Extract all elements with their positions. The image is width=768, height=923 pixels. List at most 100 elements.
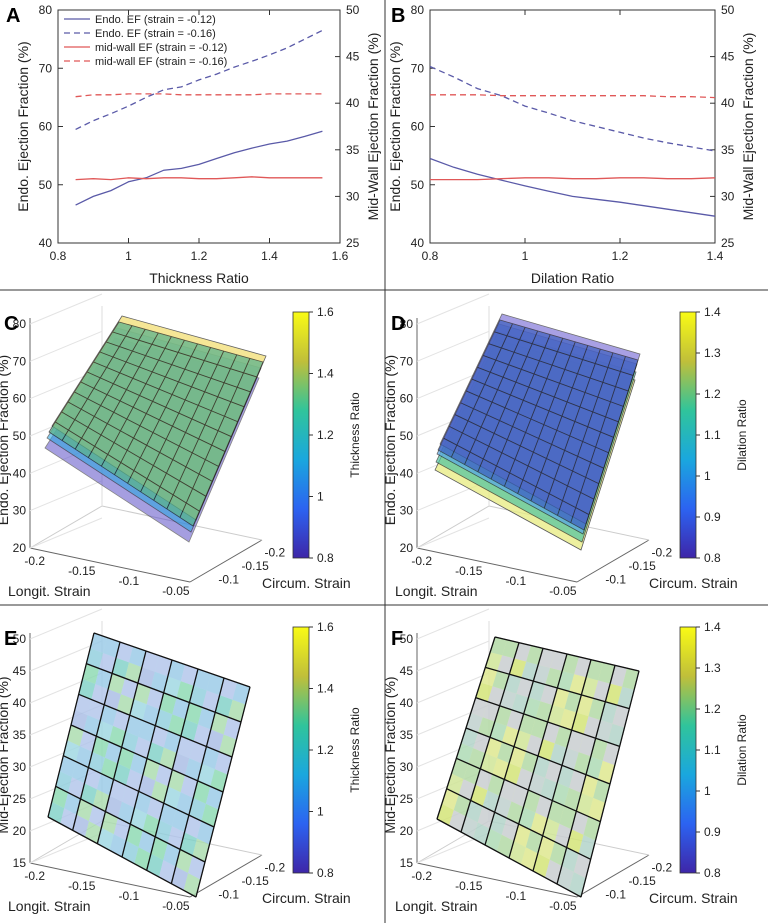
surface-patch: [552, 688, 570, 709]
surface-patch: [223, 717, 241, 740]
surface-patch: [499, 779, 517, 802]
surface-patch: [142, 704, 160, 726]
panel-a: 0.8 1 1.2 1.4 1.6 40 50 60 70 80 25 30 35 40 45 50 Thick…: [6, 3, 381, 286]
surface-grid-line: [556, 665, 616, 885]
surface-patch: [480, 667, 498, 687]
surface-patch: [485, 737, 502, 759]
surface-patch: [497, 742, 514, 764]
surface-patch: [113, 710, 130, 732]
x-axis-label: Longit. Strain: [8, 898, 91, 914]
y-left-tick-label: 50: [39, 178, 53, 192]
colorbar-label: Thickness Ratio: [348, 392, 362, 478]
surface-patch: [188, 798, 206, 822]
surface-patch: [129, 699, 147, 721]
y-right-tick-label: 40: [346, 96, 360, 110]
surface-patch: [461, 816, 478, 839]
x-tick-label: 0.8: [422, 249, 439, 263]
surface-patch: [105, 795, 122, 818]
surface-patch: [487, 686, 505, 706]
y-right-tick-label: 50: [721, 3, 735, 17]
surface-patch: [559, 708, 577, 731]
colorbar-tick-label: 1.1: [704, 428, 721, 442]
surface-grid-line: [67, 401, 213, 482]
x-axis-label: Longit. Strain: [395, 898, 478, 914]
surface-patch: [612, 705, 630, 728]
surface-grid-line: [443, 437, 590, 515]
x-axis-line: [416, 547, 578, 583]
surface-patch: [90, 633, 107, 653]
surface-layer-5: [437, 319, 639, 531]
surface-patch: [602, 742, 620, 766]
surface-patch: [155, 764, 173, 787]
y-axis-label: Circum. Strain: [262, 575, 351, 591]
series-line-4: [75, 93, 323, 98]
surface-patch: [490, 637, 507, 656]
surface-patch: [506, 801, 524, 824]
z-tick-label: 50: [13, 632, 27, 646]
x-tick-label: 1: [125, 249, 132, 263]
x-axis-line: [416, 862, 578, 898]
surface-patch: [523, 790, 541, 813]
colorbar-tick-label: 1: [704, 784, 711, 798]
colorbar-tick-label: 0.9: [704, 825, 721, 839]
surface-patch: [63, 740, 80, 762]
surface-patch: [485, 652, 503, 671]
colorbar-tick-label: 1.4: [317, 682, 334, 696]
surface-patch: [163, 843, 181, 867]
colorbar-label: Thickness Ratio: [348, 707, 362, 793]
surface-patch: [437, 803, 454, 826]
surface-patch: [96, 720, 113, 742]
surface-layer-4: [48, 321, 264, 527]
surface-patch: [206, 729, 224, 752]
surface-patch: [122, 785, 139, 808]
surface-grid-line: [100, 336, 172, 467]
surface-patch: [468, 748, 486, 769]
surface-patch: [189, 685, 207, 708]
surface-grid-line: [464, 327, 526, 465]
surface-patch: [588, 698, 606, 720]
y-left-tick-label: 40: [411, 236, 425, 250]
z-grid-line: [416, 330, 490, 362]
surface-patch: [101, 757, 118, 780]
surface-patch: [138, 720, 156, 743]
surface-patch: [109, 725, 126, 748]
surface-patch: [184, 815, 202, 839]
surface-patch: [540, 684, 558, 705]
series-line-1: [75, 130, 323, 206]
x-tick-label: -0.1: [118, 889, 139, 903]
surface-patch: [509, 746, 526, 768]
x-axis-line: [29, 547, 191, 583]
surface-patch: [183, 873, 201, 897]
surface-grid-line: [471, 378, 614, 438]
z-tick-label: 40: [13, 466, 27, 480]
surface-patch: [60, 808, 77, 831]
y-left-tick-label: 70: [411, 61, 425, 75]
colorbar-tick-label: 1.6: [317, 305, 334, 319]
floor-grid-line: [29, 505, 103, 549]
surface-grid-line: [80, 381, 226, 452]
surface-grid-line: [570, 356, 626, 523]
surface-patch: [562, 654, 579, 675]
colorbar-tick-label: 1.3: [704, 346, 721, 360]
x-tick-label: -0.05: [162, 584, 190, 598]
surface-patch: [538, 648, 555, 668]
x-tick-label: 1.2: [191, 249, 208, 263]
surface-patch: [465, 800, 483, 823]
surface-patch: [528, 681, 546, 702]
z-grid-line: [29, 517, 103, 549]
surface-patch: [545, 667, 563, 688]
surface-grid-line: [140, 347, 212, 493]
surface-patch: [485, 828, 502, 852]
surface-patch: [83, 715, 101, 737]
surface-patch: [180, 832, 197, 856]
surface-patch: [159, 747, 177, 770]
surface-patch: [84, 767, 101, 790]
surface-patch: [511, 784, 529, 807]
surface-patch: [466, 712, 483, 733]
surface-patch: [91, 684, 109, 705]
colorbar-tick-label: 1.1: [704, 743, 721, 757]
surface-patch: [142, 758, 160, 781]
x-tick-label: -0.2: [24, 554, 45, 568]
surface-patch: [138, 830, 156, 854]
colorbar-tick-label: 0.8: [317, 866, 334, 880]
